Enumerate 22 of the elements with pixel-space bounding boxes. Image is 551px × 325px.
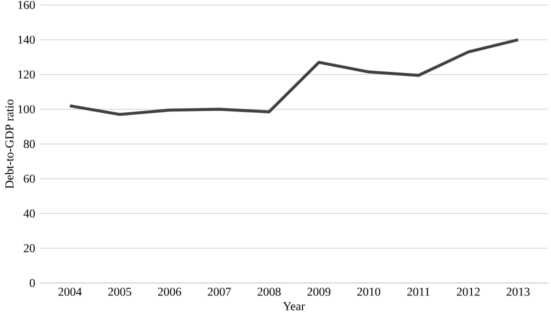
x-tick-label: 2009 (307, 288, 330, 296)
line-series (68, 38, 520, 116)
x-tick-label: 2005 (108, 288, 132, 296)
y-tick-label: 20 (24, 244, 35, 252)
y-tick-label: 140 (18, 36, 35, 44)
y-tick-label: 0 (30, 278, 35, 288)
y-tick-label: 160 (18, 0, 35, 10)
y-tick-label: 40 (24, 209, 35, 218)
y-tick-label: 100 (18, 105, 35, 114)
x-tick-label: 2013 (506, 288, 530, 296)
x-tick-label: 2004 (58, 288, 82, 296)
x-tick-label: 2011 (407, 288, 430, 296)
y-axis-title: Debt-to-GDP ratio (5, 100, 14, 188)
x-tick-label: 2006 (158, 288, 182, 296)
x-axis-title: Year (283, 302, 305, 310)
x-tick-label: 2010 (357, 288, 380, 296)
y-tick-label: 120 (18, 70, 35, 79)
x-tick-label: 2007 (208, 288, 231, 296)
y-tick-label: 60 (24, 174, 35, 183)
x-tick-label: 2012 (456, 288, 480, 296)
x-tick-label: 2008 (258, 288, 281, 296)
y-tick-label: 80 (24, 140, 35, 148)
